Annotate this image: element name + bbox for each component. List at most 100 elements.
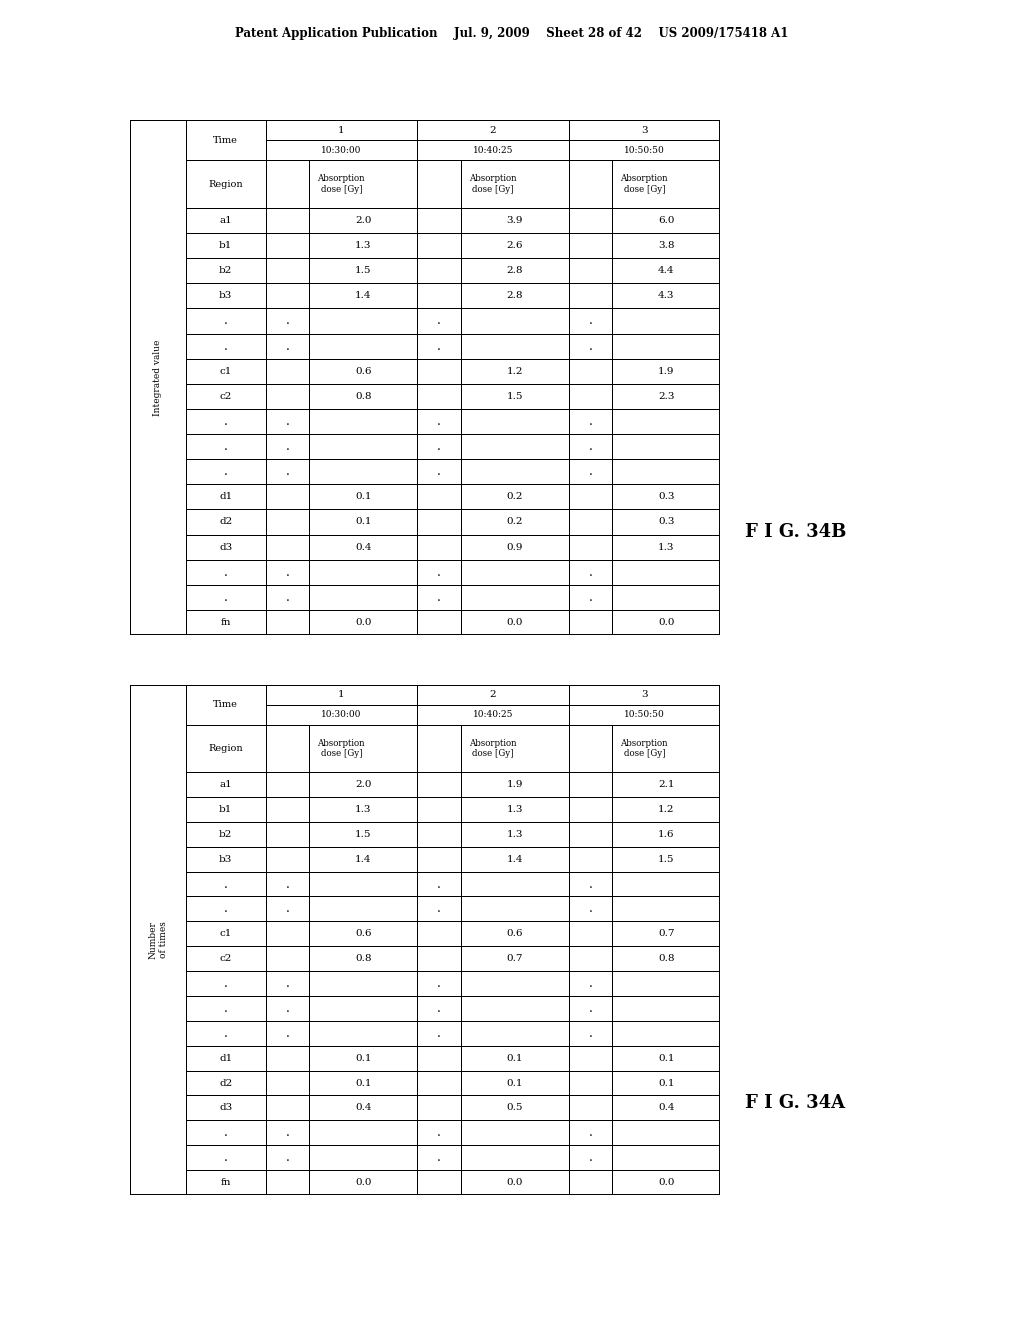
Text: 1.9: 1.9 [658,367,675,376]
Text: 0.0: 0.0 [507,618,523,627]
Text: c2: c2 [219,954,231,964]
Text: .: . [286,591,290,603]
Text: a1: a1 [219,780,232,789]
Text: 4.4: 4.4 [658,267,675,276]
Text: Patent Application Publication    Jul. 9, 2009    Sheet 28 of 42    US 2009/1754: Patent Application Publication Jul. 9, 2… [236,26,788,40]
Text: .: . [589,440,592,453]
Text: .: . [437,903,441,915]
Text: 0.8: 0.8 [355,954,372,964]
Text: c2: c2 [219,392,231,401]
Text: a1: a1 [219,216,232,224]
Text: .: . [286,903,290,915]
Text: .: . [223,903,227,915]
Text: 6.0: 6.0 [658,216,675,224]
Text: .: . [223,878,227,891]
Text: .: . [223,977,227,990]
Text: 1.6: 1.6 [658,830,675,838]
Text: 0.0: 0.0 [355,1177,372,1187]
Text: .: . [437,566,441,578]
Text: 0.1: 0.1 [355,1053,372,1063]
Text: 1: 1 [338,690,345,700]
Text: 0.1: 0.1 [355,492,372,502]
Text: Time: Time [213,701,239,709]
Text: .: . [437,465,441,478]
Text: .: . [589,878,592,891]
Text: .: . [589,1126,592,1139]
Text: Region: Region [208,180,243,189]
Text: 0.2: 0.2 [507,517,523,527]
Text: .: . [437,1027,441,1040]
Text: 1.2: 1.2 [658,805,675,814]
Text: .: . [223,314,227,327]
Text: Time: Time [213,136,239,145]
Text: 0.1: 0.1 [507,1078,523,1088]
Text: .: . [589,339,592,352]
Text: b1: b1 [219,805,232,814]
Text: .: . [223,339,227,352]
Text: 10:50:50: 10:50:50 [624,710,665,719]
Text: .: . [589,566,592,578]
Text: 10:30:00: 10:30:00 [322,710,361,719]
Text: 0.1: 0.1 [355,517,372,527]
Text: 10:40:25: 10:40:25 [472,710,513,719]
Text: .: . [286,339,290,352]
Text: 3.8: 3.8 [658,242,675,249]
Text: .: . [286,1151,290,1164]
Text: 2: 2 [489,125,496,135]
Text: 0.0: 0.0 [355,618,372,627]
Text: 0.6: 0.6 [355,929,372,939]
Text: 3.9: 3.9 [507,216,523,224]
Text: 0.3: 0.3 [658,517,675,527]
Text: 1.5: 1.5 [658,854,675,863]
Text: 0.4: 0.4 [658,1104,675,1113]
Text: 1.9: 1.9 [507,780,523,789]
Text: .: . [589,1002,592,1015]
Text: 2.8: 2.8 [507,267,523,276]
Text: .: . [437,878,441,891]
Text: .: . [437,591,441,603]
Text: 10:30:00: 10:30:00 [322,145,361,154]
Text: 0.7: 0.7 [507,954,523,964]
Text: 1.3: 1.3 [355,242,372,249]
Text: .: . [589,591,592,603]
Text: b1: b1 [219,242,232,249]
Text: 1.4: 1.4 [355,854,372,863]
Text: 0.4: 0.4 [355,543,372,552]
Text: 0.8: 0.8 [658,954,675,964]
Text: 0.0: 0.0 [658,1177,675,1187]
Text: 2.0: 2.0 [355,216,372,224]
Text: 2.3: 2.3 [658,392,675,401]
Text: Number
of times: Number of times [148,921,168,958]
Text: 0.0: 0.0 [658,618,675,627]
Text: Absorption
dose [Gy]: Absorption dose [Gy] [621,174,668,194]
Text: 4.3: 4.3 [658,292,675,301]
Text: F I G. 34B: F I G. 34B [745,523,847,541]
Text: 1.3: 1.3 [507,805,523,814]
Text: .: . [286,314,290,327]
Text: 2: 2 [489,690,496,700]
Text: .: . [223,566,227,578]
Text: Absorption
dose [Gy]: Absorption dose [Gy] [317,174,365,194]
Text: 0.6: 0.6 [507,929,523,939]
Text: .: . [286,566,290,578]
Text: .: . [286,1126,290,1139]
Text: .: . [286,465,290,478]
Text: 1.3: 1.3 [355,805,372,814]
Text: d3: d3 [219,1104,232,1113]
Text: 1: 1 [338,125,345,135]
Text: 10:40:25: 10:40:25 [472,145,513,154]
Text: .: . [437,1002,441,1015]
Text: 1.4: 1.4 [355,292,372,301]
Text: 0.3: 0.3 [658,492,675,502]
Text: Integrated value: Integrated value [154,339,163,416]
Text: fn: fn [220,1177,231,1187]
Text: c1: c1 [219,929,231,939]
Text: Region: Region [208,744,243,752]
Text: Absorption
dose [Gy]: Absorption dose [Gy] [469,739,516,758]
Text: d1: d1 [219,1053,232,1063]
Text: F I G. 34A: F I G. 34A [745,1094,846,1113]
Text: d2: d2 [219,1078,232,1088]
Text: c1: c1 [219,367,231,376]
Text: .: . [589,1151,592,1164]
Text: .: . [223,1126,227,1139]
